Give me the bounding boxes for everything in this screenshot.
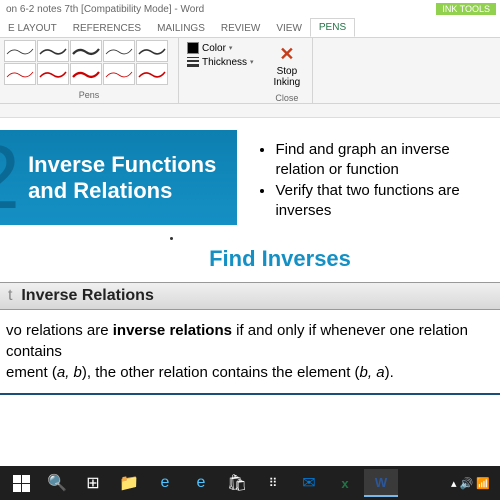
- color-swatch-icon: [187, 42, 199, 54]
- subtitle: Find Inverses: [60, 246, 500, 272]
- taskbar-explorer[interactable]: 📁: [112, 469, 146, 497]
- pen-style-10[interactable]: [136, 63, 168, 85]
- taskbar-apps[interactable]: ⠿: [256, 469, 290, 497]
- taskbar-edge[interactable]: e: [148, 469, 182, 497]
- stop-inking-button[interactable]: ✕ Stop Inking: [274, 44, 301, 88]
- lesson-title: Inverse Functions and Relations: [28, 152, 216, 203]
- definition-text: vo relations are inverse relations if an…: [0, 310, 500, 395]
- document-area[interactable]: 2 Inverse Functions and Relations Find a…: [0, 118, 500, 448]
- lesson-banner: 2 Inverse Functions and Relations: [0, 130, 237, 225]
- pens-group-label: Pens: [4, 89, 174, 101]
- taskbar-ie[interactable]: e: [184, 469, 218, 497]
- taskbar-excel[interactable]: x: [328, 469, 362, 497]
- color-label: Color: [202, 43, 226, 54]
- taskbar: 🔍 ⊞ 📁 e e 🛍 ⠿ ✉ x W ▴ 🔊 📶: [0, 466, 500, 500]
- objective-2: Verify that two functions are inverses: [275, 181, 500, 222]
- tab-pens[interactable]: PENS: [310, 18, 355, 37]
- window-title: on 6-2 notes 7th [Compatibility Mode] - …: [4, 4, 436, 15]
- system-tray[interactable]: ▴ 🔊 📶: [451, 477, 496, 490]
- chevron-down-icon: ▾: [250, 58, 254, 66]
- taskbar-task-view[interactable]: ⊞: [76, 469, 110, 497]
- tab-view[interactable]: VIEW: [268, 20, 310, 37]
- chevron-down-icon: ▾: [229, 44, 233, 52]
- taskbar-search[interactable]: 🔍: [40, 469, 74, 497]
- objectives-list: Find and graph an inverse relation or fu…: [257, 130, 500, 225]
- tab-mailings[interactable]: MAILINGS: [149, 20, 213, 37]
- taskbar-word[interactable]: W: [364, 469, 398, 497]
- pen-style-1[interactable]: [4, 40, 36, 62]
- contextual-tab-header: INK TOOLS: [436, 3, 496, 15]
- tab-page-layout[interactable]: E LAYOUT: [0, 20, 65, 37]
- thickness-label: Thickness: [202, 57, 247, 68]
- tab-references[interactable]: REFERENCES: [65, 20, 149, 37]
- start-button[interactable]: [4, 469, 38, 497]
- taskbar-store[interactable]: 🛍: [220, 469, 254, 497]
- close-group-label: Close: [266, 92, 309, 104]
- tab-review[interactable]: REVIEW: [213, 20, 268, 37]
- pens-group: Pens: [0, 38, 179, 103]
- pen-style-5[interactable]: [136, 40, 168, 62]
- pen-style-6[interactable]: [4, 63, 36, 85]
- stop-label-2: Inking: [274, 77, 301, 88]
- thickness-picker[interactable]: Thickness ▾: [187, 56, 254, 68]
- title-bar: on 6-2 notes 7th [Compatibility Mode] - …: [0, 0, 500, 18]
- pen-style-8[interactable]: [70, 63, 102, 85]
- objective-1: Find and graph an inverse relation or fu…: [275, 140, 500, 181]
- ruler: [0, 104, 500, 118]
- tray-icons[interactable]: ▴ 🔊 📶: [451, 477, 490, 490]
- thickness-icon: [187, 56, 199, 68]
- section-title: Inverse Relations: [21, 287, 154, 304]
- ribbon-tabs: E LAYOUT REFERENCES MAILINGS REVIEW VIEW…: [0, 18, 500, 38]
- pen-style-9[interactable]: [103, 63, 135, 85]
- pen-style-3[interactable]: [70, 40, 102, 62]
- pen-style-2[interactable]: [37, 40, 69, 62]
- taskbar-outlook[interactable]: ✉: [292, 469, 326, 497]
- pen-style-7[interactable]: [37, 63, 69, 85]
- close-x-icon: ✕: [277, 44, 297, 64]
- color-picker[interactable]: Color ▾: [187, 42, 254, 54]
- ribbon: Pens Color ▾ Thickness ▾ ✕ Stop Inking: [0, 38, 500, 104]
- pen-style-4[interactable]: [103, 40, 135, 62]
- windows-logo-icon: [13, 475, 30, 492]
- pens-gallery[interactable]: [4, 40, 174, 85]
- stop-label-1: Stop: [274, 66, 301, 77]
- pen-options-group: Color ▾ Thickness ▾: [179, 38, 262, 103]
- ink-dot: [170, 237, 173, 240]
- lesson-number: 2: [0, 133, 20, 223]
- section-prefix: t: [8, 287, 12, 304]
- close-group: ✕ Stop Inking Close: [262, 38, 314, 103]
- section-header: t Inverse Relations: [0, 282, 500, 310]
